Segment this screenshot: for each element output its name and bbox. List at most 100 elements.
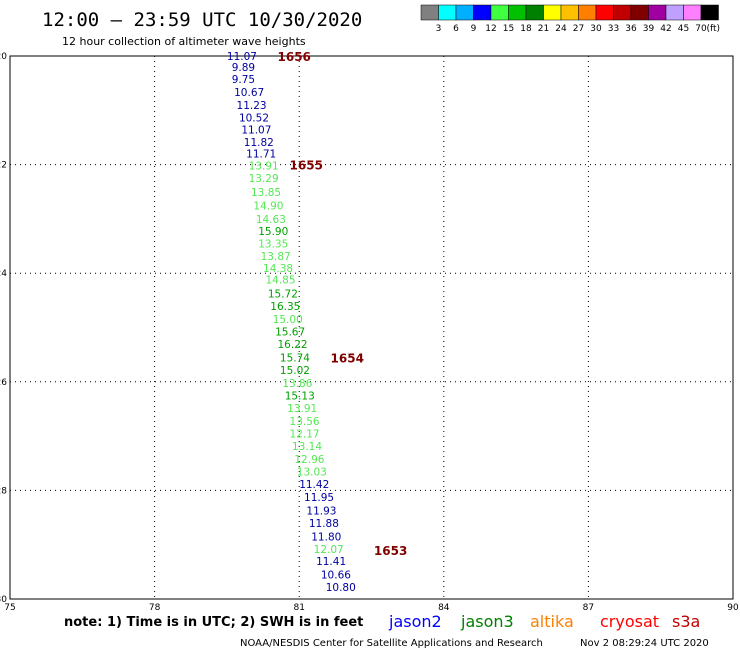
legend-jason2: jason2	[388, 612, 442, 631]
colorbar-swatch	[700, 4, 719, 21]
pass-labels: 1656 1655 1654 1653	[278, 50, 408, 558]
legend-s3a: s3a	[672, 612, 700, 631]
colorbar-label: 39	[643, 24, 655, 34]
colorbar-swatch	[560, 4, 579, 21]
footer-timestamp: Nov 2 08:29:24 UTC 2020	[580, 638, 709, 649]
wave-height-label: 10.52	[239, 112, 269, 124]
wave-height-label: 11.71	[246, 149, 276, 161]
wave-height-label: 11.93	[306, 505, 336, 517]
wave-height-label: 13.87	[261, 251, 291, 263]
colorbar-swatch	[595, 4, 614, 21]
footer-credit: NOAA/NESDIS Center for Satellite Applica…	[240, 638, 543, 649]
wave-height-label: 9.89	[232, 62, 255, 74]
colorbar-label: 18	[520, 24, 532, 34]
wave-height-label: 11.07	[227, 51, 257, 63]
wave-height-label: 15.72	[268, 288, 298, 300]
colorbar-label: 6	[453, 24, 459, 34]
colorbar-label: 30	[590, 24, 602, 34]
colorbar-swatch	[613, 4, 632, 21]
pass-number-label: 1655	[290, 159, 323, 173]
wave-height-label: 15.00	[273, 314, 303, 326]
wave-height-label: 15.90	[258, 226, 288, 238]
x-tick-label: 87	[583, 603, 594, 613]
plot-frame	[9, 55, 734, 600]
colorbar-label: 15	[503, 24, 514, 34]
colorbar-swatch	[525, 4, 544, 21]
wave-height-label: 15.02	[280, 365, 310, 377]
y-tick-label: -30	[0, 595, 7, 605]
colorbar-label: 27	[573, 24, 584, 34]
x-tick-label: 81	[293, 603, 304, 613]
wave-height-label: 11.95	[304, 492, 334, 504]
colorbar-label: 9	[471, 24, 477, 34]
wave-height-label: 13.29	[249, 173, 279, 185]
colorbar-label: 21	[538, 24, 549, 34]
x-axis-ticks: 75 78 81 84 87 90	[4, 603, 739, 613]
wave-height-label: 14.38	[263, 263, 293, 275]
colorbar-label: 70	[695, 24, 707, 34]
wave-height-label: 13.91	[287, 403, 317, 415]
colorbar-swatch	[543, 4, 562, 21]
wave-height-label: 13.03	[297, 466, 327, 478]
wave-height-label: 11.07	[241, 124, 271, 136]
y-tick-label: -22	[0, 161, 7, 171]
wave-height-values: 11.079.899.7510.6711.2310.5211.0711.8211…	[227, 51, 356, 594]
colorbar-label: 45	[678, 24, 689, 34]
wave-height-label: 15.67	[275, 326, 305, 338]
pass-number-label: 1654	[331, 351, 364, 365]
satellite-legend: jason2 jason3 altika cryosat s3a	[388, 612, 700, 631]
wave-height-label: 13.85	[251, 187, 281, 199]
colorbar-label: 42	[660, 24, 671, 34]
wave-height-label: 13.56	[290, 416, 320, 428]
colorbar-swatch	[438, 4, 457, 21]
colorbar-label: 12	[485, 24, 496, 34]
wave-height-label: 14.85	[265, 275, 295, 287]
pass-number-label: 1653	[374, 544, 407, 558]
y-tick-label: -24	[0, 269, 7, 279]
y-axis-ticks: -20 -22 -24 -26 -28 -30	[0, 52, 7, 605]
chart-subtitle: 12 hour collection of altimeter wave hei…	[62, 35, 306, 48]
wave-height-label: 11.23	[237, 100, 267, 112]
chart-title: 12:00 – 23:59 UTC 10/30/2020	[42, 9, 362, 31]
colorbar-swatch	[508, 4, 527, 21]
y-tick-label: -20	[0, 52, 7, 62]
legend-altika: altika	[530, 612, 574, 631]
wave-height-label: 11.80	[311, 532, 341, 544]
colorbar-swatch	[473, 4, 492, 21]
x-tick-label: 90	[727, 603, 739, 613]
wave-height-label: 10.67	[234, 87, 264, 99]
wave-height-label: 10.80	[326, 582, 356, 594]
wave-height-label: 11.82	[244, 137, 274, 149]
colorbar-swatch	[648, 4, 667, 21]
wave-height-label: 13.35	[258, 238, 288, 250]
note-text: note: 1) Time is in UTC; 2) SWH is in fe…	[64, 615, 363, 630]
x-tick-label: 84	[438, 603, 450, 613]
wave-height-label: 15.74	[280, 352, 310, 364]
y-tick-label: -26	[0, 378, 7, 388]
colorbar-label: 36	[625, 24, 637, 34]
wave-height-label: 13.91	[249, 161, 279, 173]
x-tick-label: 75	[4, 603, 15, 613]
wave-height-label: 10.66	[321, 570, 351, 582]
colorbar-swatch	[490, 4, 509, 21]
colorbar-swatch	[420, 4, 439, 21]
y-tick-label: -28	[0, 486, 7, 496]
colorbar-legend: 3 6 9 12 15 18 21 24 27 30 33 36 39 42 45 70 (ft)	[420, 4, 721, 34]
wave-height-label: 12.96	[294, 454, 324, 466]
colorbar-swatch	[455, 4, 474, 21]
wave-height-label: 14.63	[256, 214, 286, 226]
wave-height-label: 16.22	[278, 339, 308, 351]
wave-height-label: 12.17	[290, 428, 320, 440]
colorbar-unit: (ft)	[707, 24, 721, 34]
wave-height-label: 15.13	[285, 390, 315, 402]
pass-number-label: 1656	[278, 50, 311, 64]
colorbar-label: 3	[436, 24, 442, 34]
wave-height-label: 14.90	[253, 200, 283, 212]
wave-height-label: 11.88	[309, 518, 339, 530]
colorbar-swatch	[665, 4, 684, 21]
colorbar-swatch	[683, 4, 702, 21]
wave-height-label: 9.75	[232, 74, 255, 86]
legend-jason3: jason3	[460, 612, 514, 631]
wave-height-label: 16.35	[270, 301, 300, 313]
wave-height-label: 11.41	[316, 556, 346, 568]
